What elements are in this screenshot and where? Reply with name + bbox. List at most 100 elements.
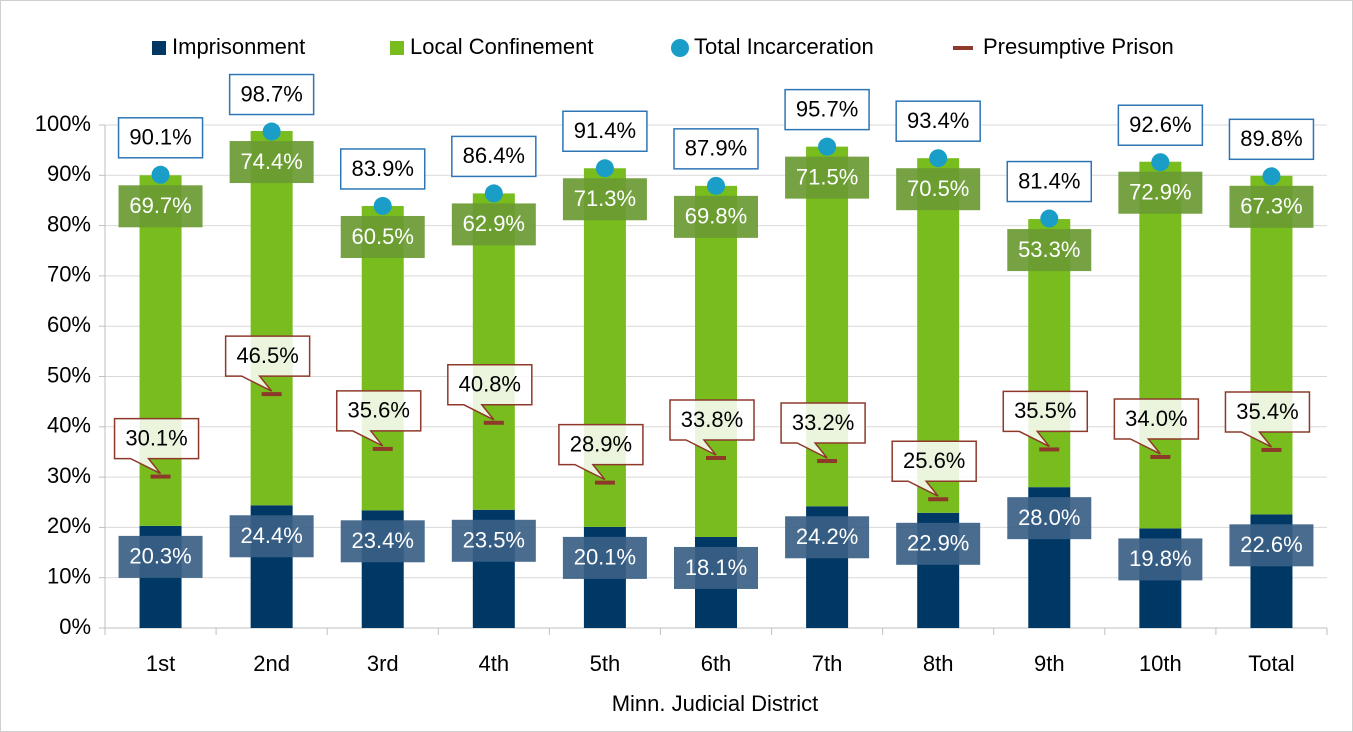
- data-label: 72.9%: [1129, 180, 1191, 205]
- y-tick-label: 50%: [47, 362, 91, 387]
- data-label: 22.9%: [907, 531, 969, 556]
- total-marker: [262, 122, 281, 141]
- legend-swatch: [953, 46, 973, 50]
- bar-segment: [806, 146, 849, 507]
- x-tick-label: 4th: [479, 651, 510, 676]
- data-label: 90.1%: [129, 125, 191, 150]
- data-label: 93.4%: [907, 108, 969, 133]
- data-label-box: [674, 195, 758, 238]
- presumptive-marker: [928, 497, 949, 502]
- x-tick-label: 8th: [923, 651, 954, 676]
- y-tick-label: 100%: [35, 111, 91, 136]
- data-label: 83.9%: [352, 156, 414, 181]
- x-tick-label: 5th: [590, 651, 621, 676]
- data-label: 28.0%: [1018, 505, 1080, 530]
- data-label-box: [1228, 118, 1315, 161]
- y-tick-label: 80%: [47, 211, 91, 236]
- x-tick-label: 6th: [701, 651, 732, 676]
- data-label-box: [117, 117, 204, 159]
- data-label: 98.7%: [240, 81, 302, 106]
- data-label: 81.4%: [1018, 168, 1080, 193]
- data-label-box: [1006, 160, 1093, 203]
- data-label: 69.7%: [129, 193, 191, 218]
- data-label-box: [1117, 104, 1204, 146]
- data-label: 25.6%: [903, 448, 965, 473]
- y-tick-label: 30%: [47, 463, 91, 488]
- data-label: 87.9%: [685, 136, 747, 161]
- data-label: 70.5%: [907, 176, 969, 201]
- data-label: 91.4%: [574, 118, 636, 143]
- data-label: 23.4%: [352, 528, 414, 553]
- data-label: 28.9%: [570, 431, 632, 456]
- y-tick-label: 60%: [47, 312, 91, 337]
- data-label-box: [340, 215, 425, 258]
- data-label: 33.2%: [792, 410, 854, 435]
- bar-segment: [1139, 161, 1182, 529]
- data-label: 35.5%: [1014, 398, 1076, 423]
- data-label: 24.4%: [240, 523, 302, 548]
- data-label-callout: [669, 399, 755, 456]
- data-label-box: [340, 520, 425, 563]
- data-label-box: [451, 519, 536, 562]
- data-label: 35.6%: [348, 398, 410, 423]
- data-label: 23.5%: [463, 528, 525, 553]
- total-marker: [151, 165, 170, 184]
- data-label-box: [785, 156, 870, 199]
- presumptive-marker: [261, 392, 282, 397]
- total-marker: [484, 184, 503, 203]
- bar-segment: [250, 131, 293, 506]
- x-tick-label: 9th: [1034, 651, 1065, 676]
- x-tick-label: 1st: [146, 651, 175, 676]
- bar-segment: [695, 185, 737, 537]
- data-label: 71.3%: [574, 186, 636, 211]
- data-label-box: [451, 203, 536, 246]
- data-label-box: [562, 178, 647, 221]
- legend-swatch: [152, 41, 166, 55]
- legend-label: Imprisonment: [172, 34, 305, 59]
- data-label: 35.4%: [1236, 399, 1298, 424]
- data-label-box: [1118, 538, 1203, 581]
- data-label-callout: [335, 390, 422, 447]
- data-label-box: [1007, 497, 1092, 540]
- total-marker: [373, 196, 392, 215]
- data-label: 53.3%: [1018, 237, 1080, 262]
- y-tick-label: 90%: [47, 161, 91, 186]
- data-label-box: [785, 516, 870, 559]
- x-tick-label: 10th: [1139, 651, 1182, 676]
- data-label: 24.2%: [796, 524, 858, 549]
- legend-swatch: [671, 39, 689, 57]
- data-label-callout: [780, 402, 866, 459]
- x-tick-label: 3rd: [367, 651, 399, 676]
- data-label: 95.7%: [796, 96, 858, 121]
- data-label: 62.9%: [463, 211, 525, 236]
- y-tick-label: 20%: [47, 513, 91, 538]
- total-marker: [707, 176, 725, 195]
- data-label-box: [451, 135, 537, 178]
- data-label-box: [895, 100, 981, 142]
- total-marker: [1151, 153, 1170, 172]
- data-label-callout: [1002, 390, 1089, 448]
- data-label: 33.8%: [681, 407, 743, 432]
- data-label: 67.3%: [1240, 194, 1302, 219]
- data-label: 69.8%: [685, 204, 747, 229]
- total-marker: [818, 137, 837, 156]
- data-label: 92.6%: [1129, 112, 1191, 137]
- data-label-callout: [447, 364, 533, 421]
- x-tick-label: 2nd: [253, 651, 290, 676]
- presumptive-marker: [817, 459, 838, 464]
- data-label-box: [562, 536, 647, 579]
- data-label: 89.8%: [1240, 126, 1302, 151]
- presumptive-marker: [483, 420, 504, 425]
- bar-segment: [139, 175, 182, 526]
- data-label: 71.5%: [796, 164, 858, 189]
- data-label: 46.5%: [236, 343, 298, 368]
- data-label: 18.1%: [685, 555, 747, 580]
- data-label-box: [562, 110, 648, 153]
- data-label-callout: [224, 335, 311, 392]
- presumptive-marker: [594, 480, 615, 485]
- data-label: 74.4%: [240, 149, 302, 174]
- y-tick-label: 40%: [47, 413, 91, 438]
- presumptive-marker: [150, 474, 171, 479]
- data-label-box: [896, 522, 981, 565]
